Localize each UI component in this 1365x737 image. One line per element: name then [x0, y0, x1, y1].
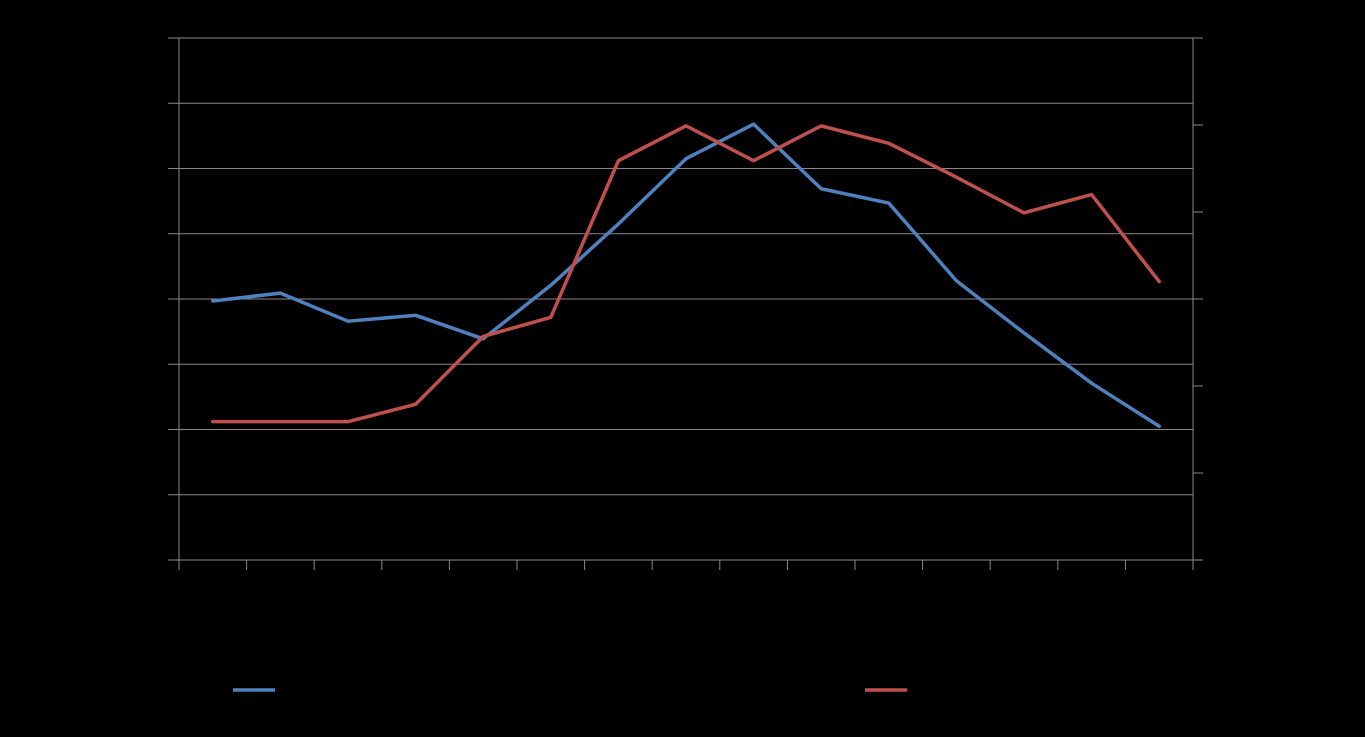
series-line [211, 122, 1161, 428]
series-line [211, 124, 1161, 424]
